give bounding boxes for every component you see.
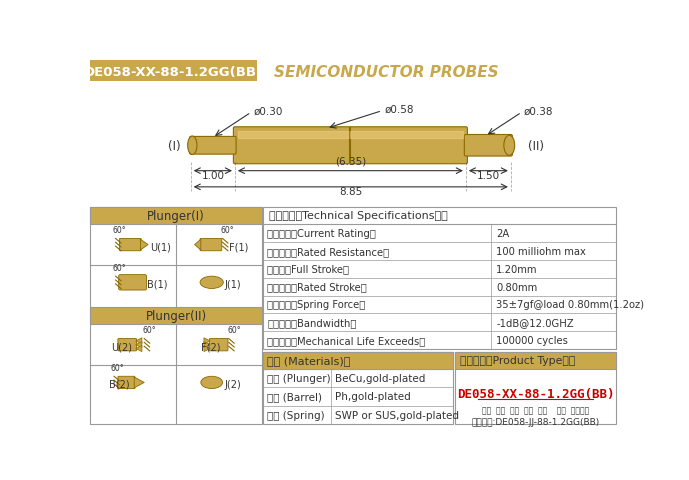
Text: 频率带宽（Bandwidth）: 频率带宽（Bandwidth） (267, 318, 357, 328)
FancyBboxPatch shape (118, 376, 135, 389)
FancyBboxPatch shape (119, 239, 141, 251)
Text: SEMICONDUCTOR PROBES: SEMICONDUCTOR PROBES (274, 65, 498, 80)
Text: 针管 (Barrel): 针管 (Barrel) (267, 392, 322, 401)
Text: B(1): B(1) (147, 279, 167, 289)
Polygon shape (136, 338, 142, 344)
Text: 35±7gf@load 0.80mm(1.2oz): 35±7gf@load 0.80mm(1.2oz) (496, 300, 644, 310)
Text: 60°: 60° (227, 326, 240, 335)
Text: 额定电阵（Rated Resistance）: 额定电阵（Rated Resistance） (267, 246, 389, 256)
Text: 1.20mm: 1.20mm (496, 264, 537, 274)
Polygon shape (204, 346, 210, 352)
Text: 系列  规格  头型  行长  弹力    镀金  针头材质: 系列 规格 头型 行长 弹力 镀金 针头材质 (482, 405, 589, 414)
Bar (263, 207, 616, 349)
Ellipse shape (200, 376, 223, 389)
Text: J(1): J(1) (225, 279, 241, 289)
Bar (455, 352, 616, 369)
Polygon shape (204, 338, 210, 344)
Text: 0.80mm: 0.80mm (496, 282, 537, 292)
Polygon shape (136, 346, 142, 352)
Text: U(1): U(1) (150, 241, 171, 252)
Text: 测试寿命（Mechanical Life Exceeds）: 测试寿命（Mechanical Life Exceeds） (267, 336, 426, 346)
Text: ø0.38: ø0.38 (524, 107, 553, 116)
FancyBboxPatch shape (189, 137, 236, 155)
Text: 60°: 60° (112, 264, 126, 273)
Ellipse shape (200, 276, 223, 289)
Bar (455, 352, 616, 424)
Text: Plunger(I): Plunger(I) (147, 209, 205, 222)
Text: DE058-XX-88-1.2GG(BB): DE058-XX-88-1.2GG(BB) (83, 66, 263, 79)
Text: ø0.58: ø0.58 (384, 105, 414, 115)
Text: J(2): J(2) (224, 379, 241, 389)
Polygon shape (136, 342, 142, 348)
Bar (90, 307, 262, 324)
FancyBboxPatch shape (118, 339, 136, 351)
Bar (263, 352, 453, 424)
Text: BeCu,gold-plated: BeCu,gold-plated (335, 373, 425, 383)
Bar (90, 60, 256, 82)
Text: DE058-XX-88-1.2GG(BB): DE058-XX-88-1.2GG(BB) (457, 388, 615, 401)
Text: 100000 cycles: 100000 cycles (496, 336, 568, 346)
Text: U(2): U(2) (111, 342, 132, 351)
Polygon shape (204, 342, 210, 348)
Text: 弹簧 (Spring): 弹簧 (Spring) (267, 410, 325, 420)
Text: 60°: 60° (143, 326, 156, 335)
Text: 成品型号（Product Type）：: 成品型号（Product Type）： (460, 355, 575, 365)
Text: 订购举例:DE058-JJ-88-1.2GG(BB): 订购举例:DE058-JJ-88-1.2GG(BB) (471, 417, 599, 426)
Text: (I): (I) (168, 140, 181, 153)
Bar (90, 207, 262, 224)
Text: F(2): F(2) (200, 342, 220, 351)
Text: SWP or SUS,gold-plated: SWP or SUS,gold-plated (335, 410, 459, 420)
Polygon shape (141, 240, 148, 251)
Text: Ph,gold-plated: Ph,gold-plated (335, 392, 411, 401)
Text: 1.50: 1.50 (477, 170, 500, 180)
Text: 8.85: 8.85 (339, 186, 362, 196)
Text: F(1): F(1) (229, 241, 249, 252)
FancyBboxPatch shape (119, 275, 147, 290)
Text: 60°: 60° (111, 363, 125, 372)
Text: 技术要求（Technical Specifications）：: 技术要求（Technical Specifications）： (269, 211, 448, 221)
Text: ø0.30: ø0.30 (254, 107, 283, 116)
Ellipse shape (187, 137, 197, 155)
Text: 1.00: 1.00 (201, 170, 225, 180)
Bar (90, 207, 262, 424)
Text: B(2): B(2) (110, 379, 130, 389)
Text: 100 milliohm max: 100 milliohm max (496, 246, 586, 256)
FancyBboxPatch shape (464, 135, 513, 157)
Text: (6.35): (6.35) (335, 156, 366, 167)
Bar (263, 352, 453, 369)
Text: (II): (II) (528, 140, 544, 153)
Text: 满行程（Full Stroke）: 满行程（Full Stroke） (267, 264, 349, 274)
Text: Plunger(II): Plunger(II) (145, 309, 207, 322)
Text: 2A: 2A (496, 228, 509, 238)
Polygon shape (134, 377, 144, 388)
Text: 60°: 60° (112, 226, 126, 235)
Polygon shape (194, 240, 200, 251)
FancyBboxPatch shape (209, 339, 228, 351)
Text: 额定弹力（Spring Force）: 额定弹力（Spring Force） (267, 300, 366, 310)
Bar (263, 352, 453, 369)
Text: 针头 (Plunger): 针头 (Plunger) (267, 373, 330, 383)
Text: 额定行程（Rated Stroke）: 额定行程（Rated Stroke） (267, 282, 367, 292)
Ellipse shape (504, 136, 515, 156)
Text: 材质 (Materials)：: 材质 (Materials)： (267, 355, 351, 365)
Text: 额定电流（Current Rating）: 额定电流（Current Rating） (267, 228, 376, 238)
FancyBboxPatch shape (200, 239, 222, 251)
Text: 60°: 60° (221, 226, 234, 235)
Text: -1dB@12.0GHZ: -1dB@12.0GHZ (496, 318, 574, 328)
FancyBboxPatch shape (234, 128, 467, 165)
